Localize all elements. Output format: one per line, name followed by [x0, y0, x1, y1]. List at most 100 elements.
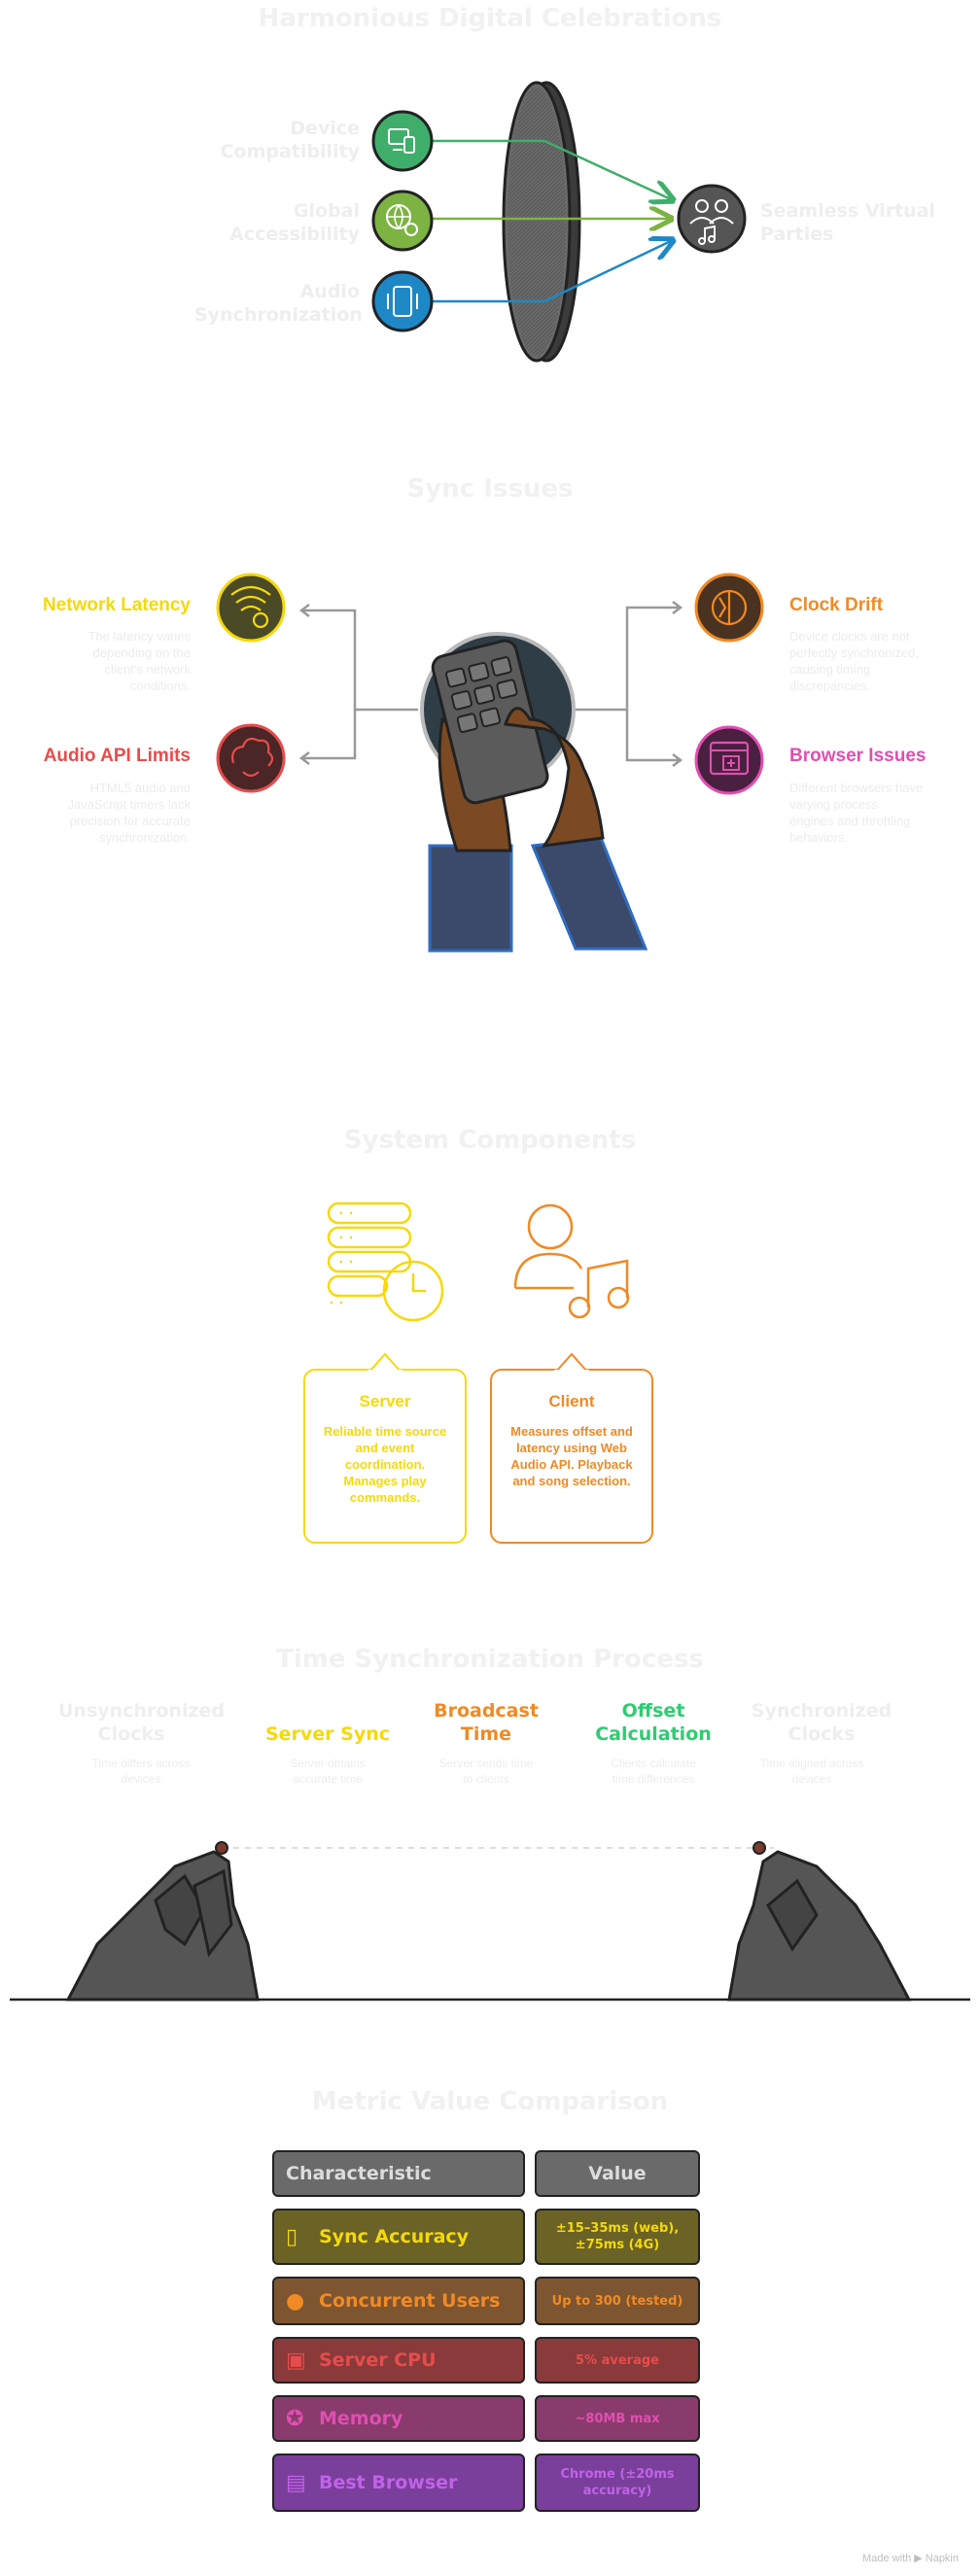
step-server-sync-head: Server Sync	[255, 1723, 401, 1746]
desc-line: precision for accurate	[69, 814, 191, 828]
left-anchor-dot	[215, 1841, 228, 1855]
head-line: Server Sync	[264, 1723, 391, 1745]
row-label: Server CPU	[319, 2350, 437, 2371]
head-line: Unsynchronized	[58, 1700, 225, 1722]
section4-title: Time Synchronization Process	[276, 1645, 704, 1674]
client-desc: Measures offset and latency using Web Audi…	[492, 1423, 651, 1489]
desc-line: Server obtains	[290, 1757, 366, 1770]
issue-title-audio-api: Audio API Limits	[43, 746, 191, 766]
step-broadcast-desc: Server sends time to clients	[413, 1756, 559, 1787]
row-sync-accuracy-value: ±15–35ms (web), ±75ms (4G)	[535, 2209, 700, 2265]
row-best-browser-value: Chrome (±20ms accuracy)	[535, 2454, 700, 2512]
desc-line: devices	[791, 1772, 832, 1786]
user-refresh-icon: ●	[286, 2288, 305, 2314]
output-label-line: Parties	[760, 224, 834, 245]
desc-line: Clients calculate	[611, 1757, 696, 1770]
step-unsync-desc: Time differs across devices	[68, 1756, 214, 1787]
desc-line: engines and throttling	[789, 814, 911, 828]
server-title: Server	[359, 1392, 411, 1410]
browser-plus-icon	[694, 725, 764, 795]
desc-line: discrepancies.	[789, 679, 871, 693]
input-label-audio: Audio Synchronization	[194, 280, 363, 327]
people-music-icon	[677, 184, 747, 254]
step-synced-desc: Time aligned across devices	[739, 1756, 885, 1787]
input-label-line: Compatibility	[220, 141, 360, 162]
desc-line: and event	[355, 1441, 415, 1455]
issue-title-clock-drift: Clock Drift	[789, 595, 884, 615]
connector-device	[433, 139, 671, 199]
wifi-gear-icon	[216, 573, 286, 643]
desc-line: Server sends time	[438, 1757, 534, 1770]
row-label: Sync Accuracy	[319, 2226, 470, 2247]
section4-cliffs	[10, 1841, 970, 2002]
desc-line: commands.	[349, 1490, 421, 1505]
right-anchor-dot	[752, 1841, 766, 1855]
footer-credit[interactable]: Made with ▶ Napkin	[862, 2553, 959, 2564]
head-line: Offset	[621, 1700, 685, 1722]
desc-line: Manages play	[343, 1474, 427, 1488]
step-unsync-head: Unsynchronized Clocks	[58, 1699, 225, 1746]
clock-half-icon	[694, 573, 764, 643]
step-broadcast-head: Broadcast Time	[413, 1699, 559, 1746]
value-line: Up to 300 (tested)	[551, 2293, 683, 2309]
desc-line: synchronization.	[99, 830, 191, 845]
section2-title: Sync Issues	[406, 474, 574, 504]
desc-line: Time differs across	[91, 1757, 191, 1770]
browser-star-icon: ▤	[286, 2470, 306, 2495]
desc-line: causing timing	[789, 662, 871, 677]
desc-line: perfectly synchronized,	[789, 645, 919, 660]
desc-line: Device clocks are not	[789, 629, 910, 644]
section1-diagram	[371, 81, 747, 363]
person-phone-illustration	[420, 632, 648, 953]
input-label-line: Audio	[299, 281, 360, 302]
desc-line: conditions.	[129, 679, 191, 693]
input-label-line: Accessibility	[229, 224, 360, 245]
table-header-characteristic: Characteristic	[272, 2150, 525, 2197]
head-line: Synchronized	[751, 1700, 892, 1722]
head-line: Time	[460, 1723, 512, 1745]
row-concurrent-users: ● Concurrent Users	[272, 2277, 525, 2325]
desc-line: Time aligned across	[759, 1757, 864, 1770]
desc-line: depending on the	[92, 645, 191, 660]
connector-audio	[433, 241, 671, 303]
input-label-line: Global	[293, 200, 360, 222]
input-label-device: Device Compatibility	[194, 117, 360, 163]
left-cliff	[65, 1850, 260, 2002]
step-synced-head: Synchronized Clocks	[749, 1699, 894, 1746]
desc-line: Reliable time source	[323, 1424, 447, 1439]
issue-desc-network: The latency varies depending on the client…	[29, 628, 192, 694]
row-memory: ✪ Memory	[272, 2395, 525, 2442]
input-label-line: Device	[290, 118, 360, 139]
row-label: Best Browser	[319, 2472, 458, 2493]
server-desc: Reliable time source and event coordinatio…	[305, 1423, 465, 1506]
desc-line: devices	[121, 1772, 161, 1786]
desc-line: Measures offset and	[510, 1424, 633, 1439]
cloud-refresh-icon	[216, 723, 286, 793]
devices-icon	[371, 110, 434, 172]
value-line: ~80MB max	[575, 2411, 660, 2426]
section3-title: System Components	[343, 1126, 637, 1155]
issue-desc-browser: Different browsers have varying process en…	[789, 780, 970, 846]
section5-title: Metric Value Comparison	[311, 2087, 669, 2116]
server-clock-icon	[327, 1201, 444, 1322]
lens-shape	[502, 81, 581, 363]
desc-line: to clients	[463, 1772, 509, 1786]
globe-gear-icon	[371, 190, 434, 252]
issue-connectors	[298, 601, 683, 767]
desc-line: JavaScript timers lack	[67, 797, 191, 812]
step-offset-head: Offset Calculation	[580, 1699, 726, 1746]
step-offset-desc: Clients calculate time differences	[580, 1756, 726, 1787]
row-best-browser: ▤ Best Browser	[272, 2454, 525, 2512]
head-line: Clocks	[788, 1723, 856, 1745]
issue-desc-clock-drift: Device clocks are not perfectly synchroni…	[789, 628, 970, 694]
desc-line: Audio API. Playback	[510, 1457, 633, 1472]
phone-vibrate-icon	[371, 270, 434, 332]
desc-line: The latency varies	[88, 629, 192, 644]
row-label: Concurrent Users	[319, 2290, 501, 2312]
desc-line: client's network	[104, 662, 191, 677]
output-label-line: Seamless Virtual	[760, 200, 936, 222]
value-line: Chrome (±20ms	[560, 2467, 675, 2482]
user-music-icon	[513, 1203, 630, 1319]
input-label-global: Global Accessibility	[194, 199, 360, 246]
head-line: Calculation	[595, 1723, 712, 1745]
